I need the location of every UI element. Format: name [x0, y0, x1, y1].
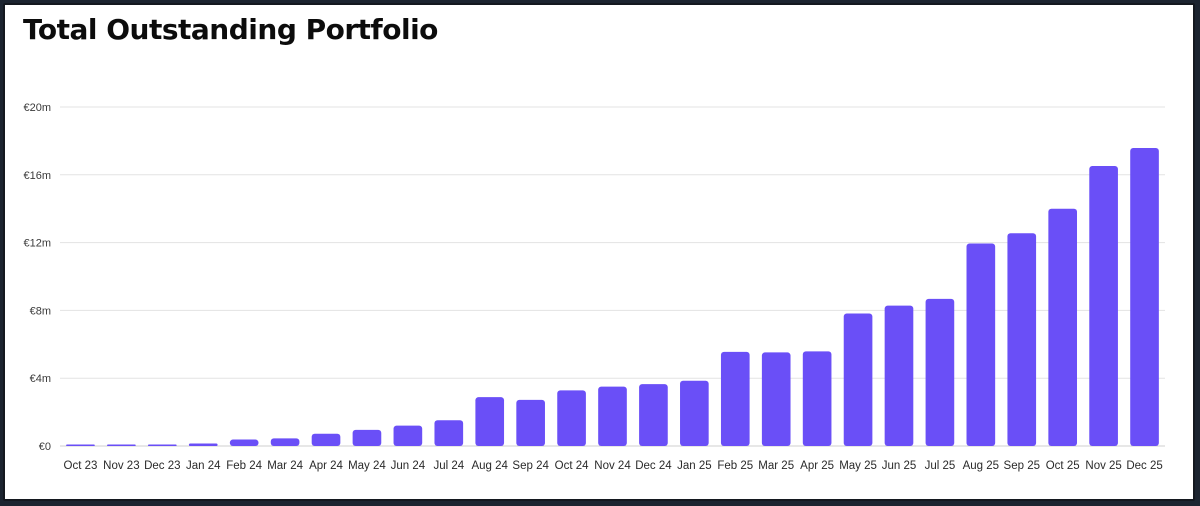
x-tick-label: Jul 25	[925, 460, 956, 472]
bar-sep-25[interactable]	[1007, 233, 1037, 446]
x-tick-label: Jun 25	[882, 460, 917, 472]
x-tick-label: Nov 23	[103, 460, 139, 472]
bar-oct-25[interactable]	[1048, 208, 1078, 446]
bar-dec-24[interactable]	[639, 384, 668, 446]
bar-jun-24[interactable]	[393, 425, 423, 446]
bar-aug-25[interactable]	[966, 243, 996, 446]
x-tick-label: Dec 25	[1126, 460, 1162, 472]
bar-sep-24[interactable]	[516, 399, 545, 446]
y-tick-label: €12m	[23, 238, 51, 250]
y-tick-label: €8m	[30, 305, 51, 317]
bar-feb-24[interactable]	[229, 439, 259, 446]
bar-nov-23[interactable]	[107, 444, 136, 447]
x-tick-label: Aug 24	[471, 460, 508, 472]
bar-may-25[interactable]	[843, 313, 873, 446]
x-tick-label: Apr 24	[309, 460, 343, 472]
x-tick-label: Feb 24	[226, 460, 262, 472]
x-tick-label: Oct 23	[64, 460, 98, 472]
bars	[66, 148, 1159, 447]
bar-oct-24[interactable]	[557, 390, 586, 446]
x-tick-label: Sep 25	[1004, 460, 1040, 472]
bar-dec-23[interactable]	[147, 444, 177, 447]
y-tick-label: €0	[39, 441, 51, 453]
bar-chart: €0 €4m €8m €12m €16m €20m Oct 23 Nov 23 Dec 23 J…	[23, 102, 1165, 472]
x-tick-label: Jan 24	[186, 460, 221, 472]
x-tick-label: Mar 24	[267, 460, 303, 472]
bar-jul-25[interactable]	[925, 298, 955, 446]
x-tick-label: Jul 24	[433, 460, 464, 472]
bar-oct-23[interactable]	[66, 444, 95, 447]
y-tick-label: €16m	[23, 170, 51, 182]
y-tick-label: €4m	[30, 373, 51, 385]
bar-mar-25[interactable]	[761, 352, 791, 446]
y-tick-label: €20m	[23, 102, 51, 114]
x-tick-label: Dec 24	[635, 460, 672, 472]
bar-feb-25[interactable]	[720, 351, 750, 446]
x-tick-label: May 24	[348, 460, 386, 472]
bar-jun-25[interactable]	[884, 305, 914, 446]
x-tick-label: Nov 24	[594, 460, 631, 472]
bar-dec-25[interactable]	[1130, 148, 1159, 447]
x-tick-label: Feb 25	[717, 460, 753, 472]
x-tick-label: Apr 25	[800, 460, 834, 472]
x-tick-label: Oct 24	[555, 460, 589, 472]
bar-apr-25[interactable]	[802, 351, 832, 446]
bar-jan-24[interactable]	[188, 443, 218, 446]
x-tick-label: Aug 25	[963, 460, 999, 472]
bar-may-24[interactable]	[352, 429, 382, 446]
x-tick-label: Dec 23	[144, 460, 180, 472]
bar-nov-25[interactable]	[1089, 165, 1118, 446]
chart-panel: Total Outstanding Portfolio €0 €4m €8m €12m…	[3, 3, 1195, 501]
x-tick-label: Jan 25	[677, 460, 712, 472]
x-tick-label: Mar 25	[758, 460, 794, 472]
y-axis-ticks: €0 €4m €8m €12m €16m €20m	[23, 102, 51, 453]
x-tick-label: Jun 24	[391, 460, 426, 472]
x-tick-label: Sep 24	[512, 460, 549, 472]
x-axis-ticks: Oct 23 Nov 23 Dec 23 Jan 24 Feb 24 Mar 24 Apr …	[64, 460, 1163, 472]
bar-nov-24[interactable]	[598, 386, 627, 446]
bar-mar-24[interactable]	[270, 438, 300, 446]
x-tick-label: Oct 25	[1046, 460, 1080, 472]
x-tick-label: Nov 25	[1085, 460, 1121, 472]
x-tick-label: May 25	[839, 460, 877, 472]
bar-apr-24[interactable]	[311, 433, 341, 446]
bar-jan-25[interactable]	[680, 380, 709, 446]
bar-aug-24[interactable]	[475, 397, 505, 446]
chart-title: Total Outstanding Portfolio	[23, 13, 438, 46]
bar-jul-24[interactable]	[434, 420, 464, 446]
